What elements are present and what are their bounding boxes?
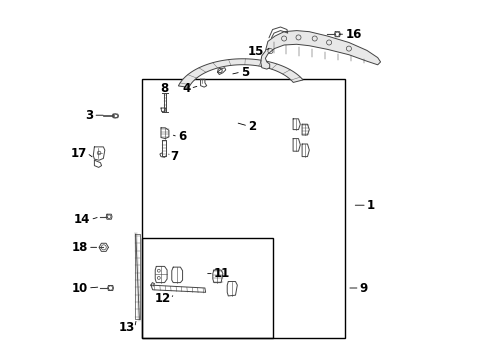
Polygon shape	[178, 59, 303, 87]
Text: 1: 1	[366, 199, 374, 212]
Text: 15: 15	[247, 45, 264, 58]
Text: 13: 13	[118, 321, 134, 334]
Text: 17: 17	[70, 147, 87, 159]
Text: 11: 11	[213, 267, 230, 280]
Text: 5: 5	[241, 66, 249, 78]
Text: 10: 10	[72, 282, 88, 294]
Text: 2: 2	[247, 120, 256, 132]
Text: 14: 14	[74, 213, 90, 226]
Text: 3: 3	[85, 109, 93, 122]
Text: 4: 4	[182, 82, 190, 95]
Text: 8: 8	[160, 82, 168, 95]
Text: 12: 12	[154, 292, 170, 305]
Bar	[142, 238, 273, 338]
Text: 7: 7	[170, 150, 179, 163]
Text: 18: 18	[71, 241, 88, 254]
Text: 6: 6	[178, 130, 186, 143]
Text: 16: 16	[345, 28, 361, 41]
Polygon shape	[260, 31, 380, 69]
Text: 9: 9	[359, 282, 367, 294]
Bar	[142, 79, 345, 338]
